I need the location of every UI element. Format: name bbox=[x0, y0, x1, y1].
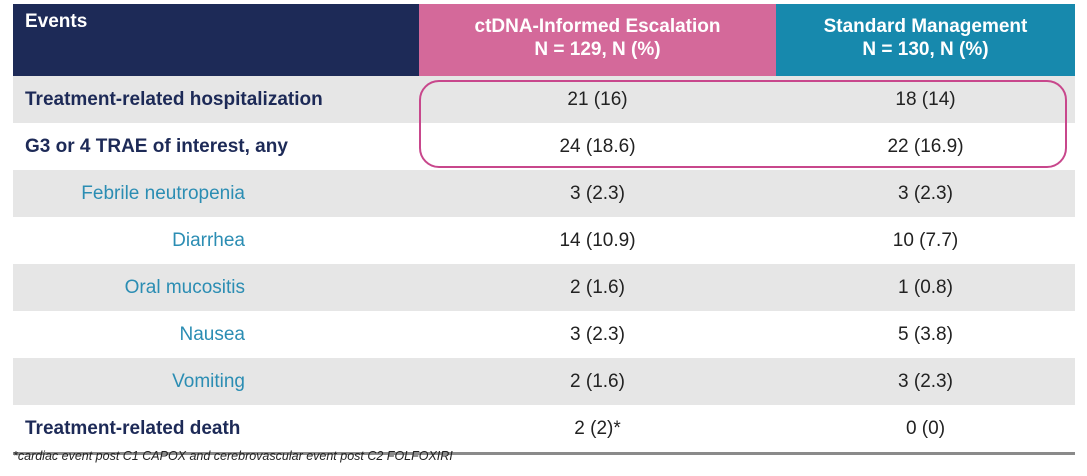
row-standard-value: 1 (0.8) bbox=[898, 276, 953, 298]
events-table: Events ctDNA-Informed Escalation N = 129… bbox=[13, 4, 1075, 455]
row-ctdna-value: 14 (10.9) bbox=[559, 229, 636, 251]
row-standard-value: 18 (14) bbox=[895, 88, 956, 110]
row-standard-value: 3 (2.3) bbox=[898, 182, 953, 204]
table-row: Oral mucositis 2 (1.6) 1 (0.8) bbox=[13, 264, 1075, 311]
row-ctdna-value: 3 (2.3) bbox=[570, 323, 625, 345]
row-standard-value: 3 (2.3) bbox=[898, 370, 953, 392]
row-standard-value: 5 (3.8) bbox=[898, 323, 953, 345]
row-event-label: Vomiting bbox=[172, 370, 245, 392]
header-events: Events bbox=[13, 4, 419, 76]
table-bottom-rule bbox=[13, 452, 1075, 455]
header-standard-sublabel: N = 130, N (%) bbox=[862, 39, 989, 60]
header-ctdna-sublabel: N = 129, N (%) bbox=[534, 39, 661, 60]
row-standard-value: 22 (16.9) bbox=[887, 135, 964, 157]
header-standard-management: Standard Management N = 130, N (%) bbox=[776, 4, 1075, 76]
row-event-label: Febrile neutropenia bbox=[81, 182, 245, 204]
table-row: Treatment-related death 2 (2)* 0 (0) bbox=[13, 405, 1075, 452]
row-standard-value: 10 (7.7) bbox=[892, 229, 959, 251]
header-ctdna-label: ctDNA-Informed Escalation bbox=[474, 16, 721, 37]
table-header: Events ctDNA-Informed Escalation N = 129… bbox=[13, 4, 1075, 76]
table-row: Diarrhea 14 (10.9) 10 (7.7) bbox=[13, 217, 1075, 264]
header-standard-label: Standard Management bbox=[823, 16, 1028, 37]
table-row: G3 or 4 TRAE of interest, any 24 (18.6) … bbox=[13, 123, 1075, 170]
row-ctdna-value: 21 (16) bbox=[567, 88, 628, 110]
row-event-label: Diarrhea bbox=[172, 229, 245, 251]
row-ctdna-value: 2 (1.6) bbox=[570, 276, 625, 298]
row-ctdna-value: 2 (2)* bbox=[574, 417, 621, 439]
table-row: Febrile neutropenia 3 (2.3) 3 (2.3) bbox=[13, 170, 1075, 217]
table-row: Nausea 3 (2.3) 5 (3.8) bbox=[13, 311, 1075, 358]
row-event-label: Treatment-related hospitalization bbox=[25, 88, 323, 110]
row-ctdna-value: 3 (2.3) bbox=[570, 182, 625, 204]
row-event-label: Oral mucositis bbox=[124, 276, 245, 298]
footnote: *cardiac event post C1 CAPOX and cerebro… bbox=[13, 449, 453, 463]
table-row: Vomiting 2 (1.6) 3 (2.3) bbox=[13, 358, 1075, 405]
row-standard-value: 0 (0) bbox=[905, 417, 946, 439]
row-ctdna-value: 2 (1.6) bbox=[570, 370, 625, 392]
row-event-label: G3 or 4 TRAE of interest, any bbox=[25, 135, 288, 157]
row-event-label: Nausea bbox=[179, 323, 246, 345]
header-ctdna-escalation: ctDNA-Informed Escalation N = 129, N (%) bbox=[419, 4, 776, 76]
table-row: Treatment-related hospitalization 21 (16… bbox=[13, 76, 1075, 123]
row-ctdna-value: 24 (18.6) bbox=[559, 135, 636, 157]
row-event-label: Treatment-related death bbox=[25, 417, 241, 439]
header-events-label: Events bbox=[25, 11, 88, 32]
